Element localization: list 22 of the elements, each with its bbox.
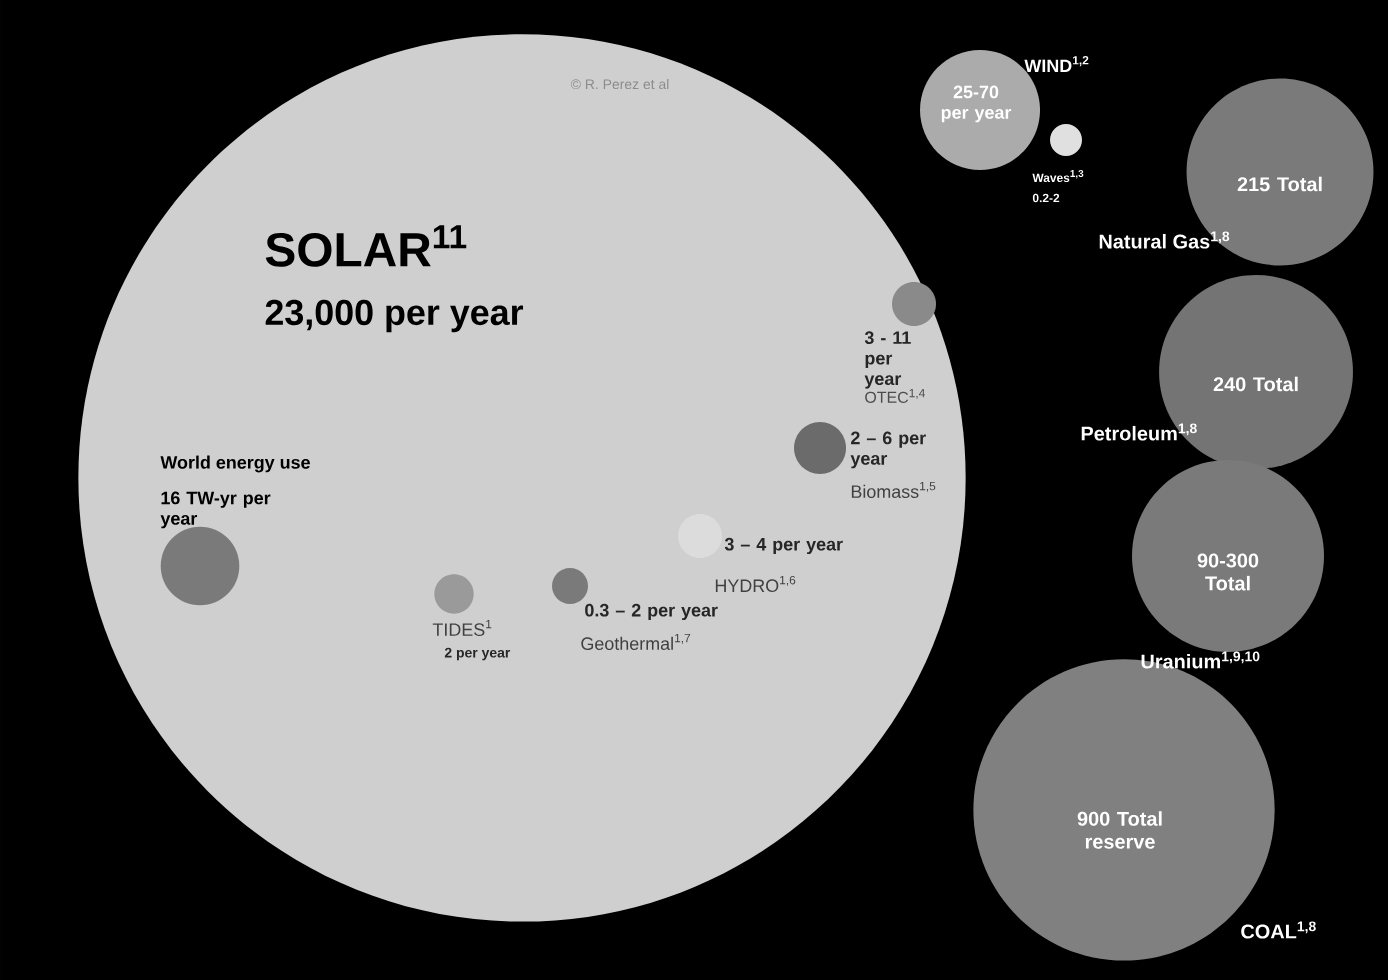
data-label: 3 - 11 per year	[864, 331, 911, 389]
category-label: Natural Gas$^{1,8}$	[1099, 231, 1230, 249]
data-label: 25-70 per year	[941, 85, 1012, 123]
category-label: Biomass$^{1,5}$	[851, 481, 936, 499]
data-label: 0.3 – 2 per year	[585, 603, 718, 621]
category-label: World energy use	[160, 455, 310, 473]
category-label: Petroleum$^{1,8}$	[1081, 423, 1197, 441]
data-label: 900 Total reserve	[1077, 811, 1162, 849]
data-label: 3 – 4 per year	[724, 537, 843, 555]
data-label: 23,000 per year	[265, 299, 524, 333]
data-label: 16 TW-yr per year	[160, 491, 271, 529]
category-label: Uranium$^{1,9,10}$	[1141, 651, 1260, 669]
category-label: TIDES$^{1}$	[432, 619, 492, 637]
category-label: COAL$^{1,8}$	[1241, 921, 1316, 939]
category-label: Geothermal$^{1,7}$	[581, 633, 691, 651]
category-label: HYDRO$^{1,6}$	[715, 575, 796, 593]
category-label: WIND$^{1,2}$	[1024, 56, 1089, 72]
data-label: 90-300 Total	[1197, 553, 1259, 591]
category-label: SOLAR$^{11}$	[265, 225, 467, 267]
data-label: 2 – 6 per year	[850, 431, 926, 469]
data-label: 240 Total	[1213, 376, 1298, 392]
data-label: 215 Total	[1237, 176, 1322, 192]
